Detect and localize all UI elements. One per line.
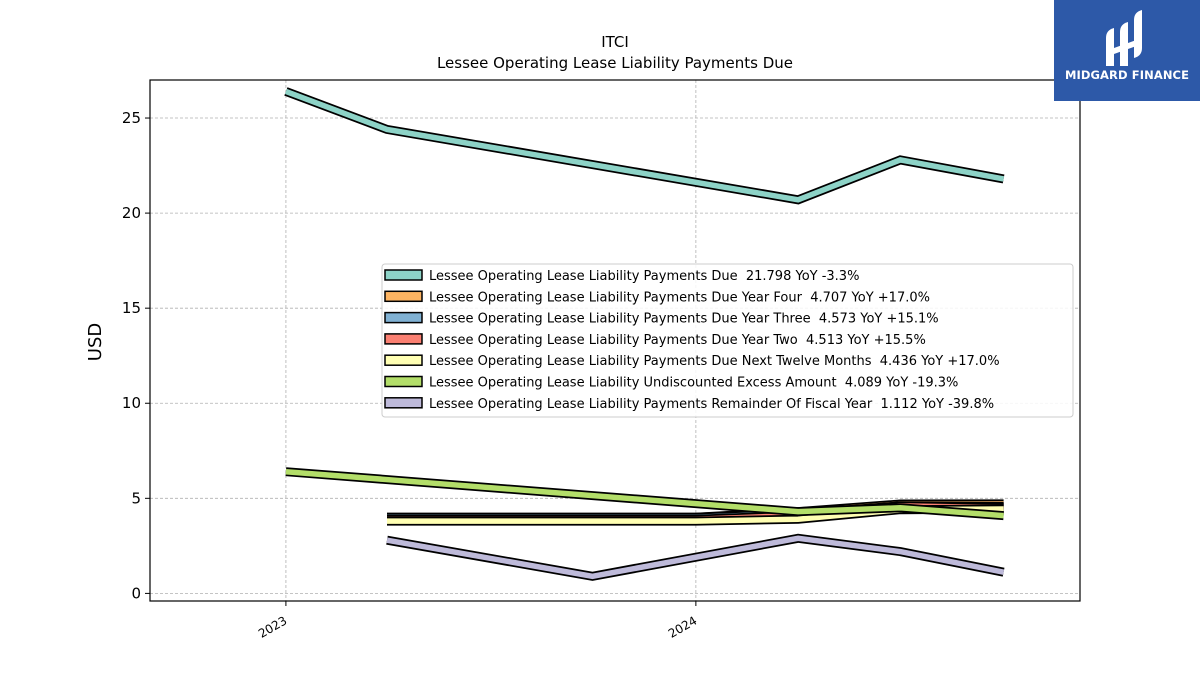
legend-box [381, 263, 1074, 418]
legend-item-7: Lessee Operating Lease Liability Payment… [384, 397, 994, 412]
y-tick-label: 5 [131, 489, 141, 507]
legend-item-3: Lessee Operating Lease Liability Payment… [384, 311, 939, 327]
legend-label: Lessee Operating Lease Liability Payment… [429, 290, 930, 305]
y-tick-label: 20 [122, 204, 141, 222]
legend-item-4: Lessee Operating Lease Liability Payment… [384, 333, 926, 348]
x-tick-label: 2023 [256, 613, 289, 640]
series-line-6 [285, 467, 1004, 521]
brand-logo-text: MIDGARD FINANCE [1064, 68, 1190, 82]
brand-logo-icon [1106, 10, 1142, 66]
legend-label: Lessee Operating Lease Liability Payment… [429, 269, 859, 284]
chart-subtitle: Lessee Operating Lease Liability Payment… [437, 54, 793, 72]
legend-label: Lessee Operating Lease Liability Payment… [429, 397, 994, 412]
legend-label: Lessee Operating Lease Liability Undisco… [429, 376, 958, 391]
series-stroke [284, 88, 1005, 203]
legend: Lessee Operating Lease Liability Payment… [381, 263, 1074, 418]
plot-frame [149, 79, 1081, 602]
series-layer [284, 87, 1005, 581]
legend-item-5: Lessee Operating Lease Liability Payment… [384, 354, 1000, 369]
series-stroke [386, 535, 1005, 580]
y-tick-label: 10 [122, 394, 141, 412]
brand-logo: MIDGARD FINANCE [1054, 0, 1200, 101]
series-line-7 [386, 533, 1005, 581]
y-tick-label: 0 [131, 584, 141, 602]
legend-item-2: Lessee Operating Lease Liability Payment… [384, 290, 930, 305]
legend-swatch [384, 333, 423, 345]
series-outline [284, 87, 1005, 205]
series-line-1 [284, 87, 1005, 205]
legend-label: Lessee Operating Lease Liability Payment… [429, 333, 926, 348]
y-tick-label: 25 [122, 109, 141, 127]
series-stroke [285, 468, 1004, 519]
legend-item-1: Lessee Operating Lease Liability Payment… [384, 269, 859, 284]
legend-swatch [384, 269, 423, 281]
legend-item-6: Lessee Operating Lease Liability Undisco… [384, 375, 958, 391]
legend-label: Lessee Operating Lease Liability Payment… [429, 312, 939, 327]
legend-swatch [384, 311, 423, 324]
x-tick-label: 2024 [666, 613, 699, 640]
legend-swatch [384, 290, 423, 303]
legend-swatch [384, 375, 423, 388]
y-tick-label: 15 [122, 299, 141, 317]
legend-swatch [384, 397, 423, 409]
legend-label: Lessee Operating Lease Liability Payment… [429, 354, 1000, 369]
chart-title: ITCI [601, 33, 629, 51]
y-axis-label: USD [85, 323, 106, 361]
legend-swatch [384, 354, 423, 366]
